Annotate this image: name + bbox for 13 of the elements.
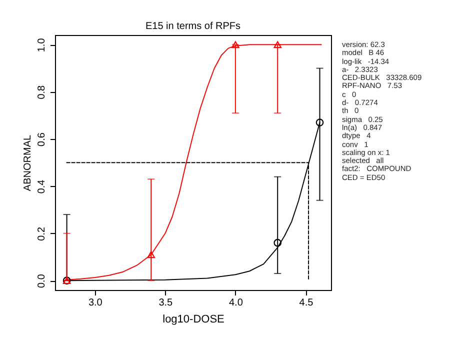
- x-axis-title: log10-DOSE: [162, 314, 224, 326]
- y-tick-label: 0.4: [36, 179, 48, 194]
- y-tick-label: 0.2: [36, 226, 48, 241]
- y-axis-title: ABNORMAL: [22, 134, 34, 192]
- y-tick-label: 0.0: [36, 274, 48, 288]
- chart-title: E15 in terms of RPFs: [145, 21, 241, 32]
- y-tick-label: 0.8: [36, 84, 48, 100]
- y-tick-label: 0.6: [36, 132, 48, 146]
- y-tick-label: 1.0: [36, 38, 48, 52]
- x-tick-label: 3.5: [158, 298, 174, 308]
- x-tick-label: 4.0: [228, 298, 244, 308]
- x-tick-label: 3.0: [88, 298, 103, 308]
- x-tick-label: 4.5: [299, 298, 314, 308]
